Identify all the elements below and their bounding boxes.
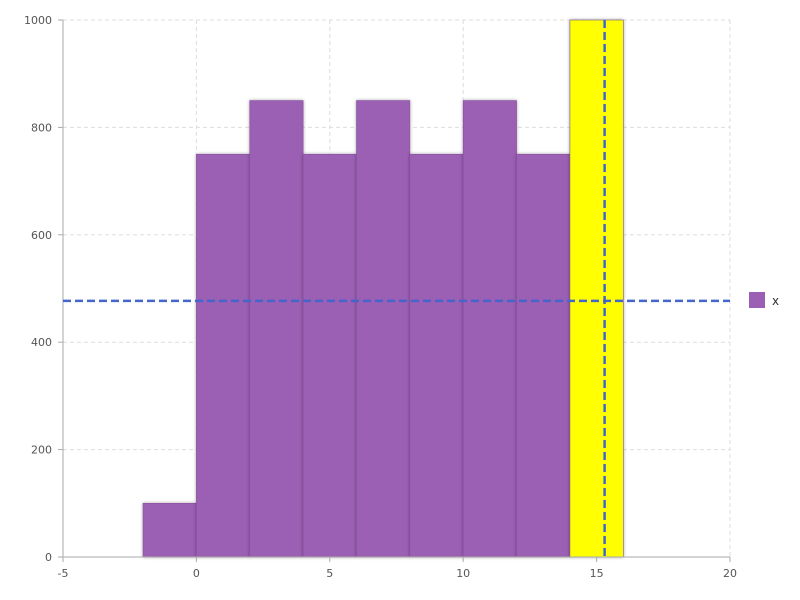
y-tick-label: 0 <box>45 551 52 564</box>
y-tick-label: 200 <box>31 444 52 457</box>
x-tick-label: 5 <box>326 567 333 580</box>
legend: x <box>749 292 779 308</box>
histogram-bar <box>142 502 197 558</box>
y-tick-label: 600 <box>31 229 52 242</box>
reference-lines <box>63 20 730 557</box>
histogram-bar <box>516 153 571 558</box>
y-tick-label: 1000 <box>24 14 52 27</box>
x-tick-label: -5 <box>58 567 69 580</box>
histogram-bar <box>249 100 304 558</box>
histogram-bar <box>196 153 251 558</box>
histogram-bar <box>302 153 357 558</box>
bars <box>142 19 624 558</box>
x-tick-label: 0 <box>193 567 200 580</box>
histogram-bar <box>409 153 464 558</box>
histogram-bar <box>462 100 517 558</box>
y-tick-label: 400 <box>31 336 52 349</box>
y-tick-label: 800 <box>31 121 52 134</box>
x-tick-label: 10 <box>456 567 470 580</box>
legend-label: x <box>772 294 779 308</box>
histogram-bar <box>356 100 411 558</box>
legend-swatch <box>749 292 765 308</box>
x-tick-label: 20 <box>723 567 737 580</box>
histogram-bar-highlighted <box>569 19 624 558</box>
x-tick-label: 15 <box>590 567 604 580</box>
